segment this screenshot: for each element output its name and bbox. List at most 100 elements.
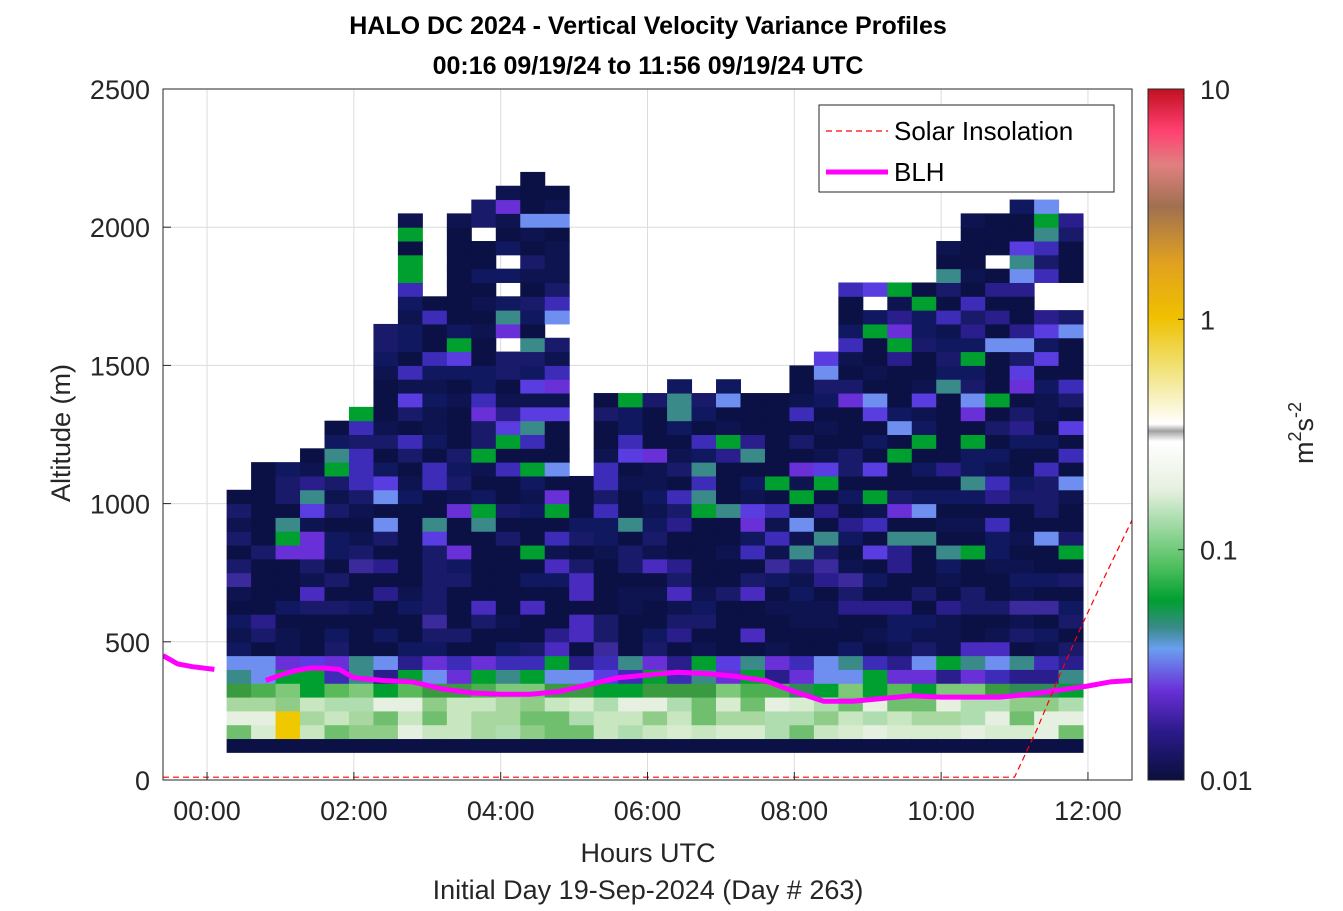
colorbar-ticks: 0.01 0.1 1 10 <box>1178 75 1253 796</box>
heatmap-cell <box>642 393 668 408</box>
heatmap-cell <box>397 655 423 670</box>
heatmap-cell <box>667 641 693 657</box>
heatmap-cell <box>716 420 741 435</box>
heatmap-cell <box>397 337 423 353</box>
heatmap-cell <box>691 531 717 546</box>
heatmap-cell <box>936 323 962 339</box>
heatmap-cell <box>813 420 839 435</box>
heatmap-cell <box>667 710 693 726</box>
heatmap-cell <box>520 282 546 297</box>
heatmap-cell <box>789 545 815 560</box>
heatmap-cell <box>520 448 546 463</box>
heatmap-cell <box>348 420 374 435</box>
heatmap-cell <box>422 558 448 574</box>
heatmap-cell <box>936 296 962 311</box>
heatmap-cell <box>789 558 815 574</box>
heatmap-cell <box>667 655 693 670</box>
heatmap-cell <box>1058 254 1084 270</box>
heatmap-cell <box>446 241 472 256</box>
heatmap-cell <box>300 489 326 505</box>
heatmap-cell <box>544 282 570 297</box>
heatmap-cell <box>911 323 937 339</box>
heatmap-cell <box>324 489 350 505</box>
heatmap-cell <box>593 600 619 615</box>
heatmap-cell <box>1034 379 1060 394</box>
heatmap-cell <box>324 517 350 532</box>
heatmap-cell <box>324 475 350 491</box>
heatmap-cell <box>862 503 888 518</box>
heatmap-cell <box>397 241 423 256</box>
heatmap-cell <box>838 434 864 449</box>
heatmap-cell <box>838 503 864 518</box>
heatmap-cell <box>740 448 766 463</box>
heatmap-cell <box>422 310 448 325</box>
heatmap-cell <box>226 503 252 518</box>
heatmap-cell <box>251 531 277 546</box>
heatmap-cell <box>373 697 399 712</box>
heatmap-cell <box>471 254 497 270</box>
heatmap-cell <box>887 489 913 505</box>
heatmap-cell <box>373 641 399 657</box>
heatmap-cell <box>324 600 350 615</box>
heatmap-cell <box>764 434 790 449</box>
heatmap-cell <box>1058 710 1084 726</box>
heatmap-cell <box>1034 406 1060 422</box>
heatmap-cell <box>1009 462 1035 477</box>
heatmap-cell <box>520 614 546 629</box>
heatmap-cell <box>862 738 888 753</box>
heatmap-cell <box>960 213 986 228</box>
heatmap-cell <box>226 710 252 726</box>
heatmap-cell <box>569 545 595 560</box>
heatmap-cell <box>446 641 472 657</box>
heatmap-cell <box>642 503 668 518</box>
heatmap-cell <box>960 393 986 408</box>
chart-title: HALO DC 2024 - Vertical Velocity Varianc… <box>349 12 947 40</box>
heatmap-cell <box>862 669 888 684</box>
heatmap-cell <box>520 462 546 477</box>
heatmap-cell <box>716 503 741 518</box>
heatmap-cell <box>691 517 717 532</box>
heatmap-cell <box>446 697 472 712</box>
heatmap-cell <box>667 614 693 629</box>
heatmap-cell <box>642 545 668 560</box>
heatmap-cell <box>667 627 693 643</box>
heatmap-cell <box>911 655 937 670</box>
heatmap-cell <box>324 683 350 698</box>
heatmap-cell <box>1009 489 1035 505</box>
heatmap-cell <box>471 517 497 532</box>
heatmap-cell <box>1009 406 1035 422</box>
heatmap-cell <box>373 572 399 588</box>
heatmap-cell <box>936 379 962 394</box>
heatmap-cell <box>471 489 497 505</box>
heatmap-cell <box>667 379 693 394</box>
heatmap-cell <box>960 600 986 615</box>
heatmap-cell <box>838 586 864 601</box>
heatmap-cell <box>985 738 1011 753</box>
heatmap-cell <box>348 572 374 588</box>
heatmap-cell <box>716 697 741 712</box>
heatmap-cell <box>1009 393 1035 408</box>
heatmap-cell <box>1058 323 1084 339</box>
heatmap-cell <box>838 310 864 325</box>
heatmap-cell <box>789 669 815 684</box>
heatmap-cell <box>520 572 546 588</box>
heatmap-cell <box>544 406 570 422</box>
heatmap-cell <box>544 489 570 505</box>
heatmap-cell <box>789 710 815 726</box>
x-tick-label: 04:00 <box>467 796 535 826</box>
heatmap-cell <box>226 669 252 684</box>
heatmap-cell <box>936 586 962 601</box>
heatmap-cell <box>471 572 497 588</box>
heatmap-cell <box>544 517 570 532</box>
heatmap-cell <box>985 545 1011 560</box>
heatmap-cell <box>911 351 937 366</box>
heatmap-cell <box>813 641 839 657</box>
heatmap-cell <box>348 614 374 629</box>
heatmap-cell <box>716 462 741 477</box>
heatmap-cell <box>862 724 888 740</box>
heatmap-cell <box>275 572 301 588</box>
heatmap-cell <box>716 393 741 408</box>
heatmap-cell <box>251 489 277 505</box>
heatmap-cell <box>618 420 644 435</box>
heatmap-cell <box>642 558 668 574</box>
